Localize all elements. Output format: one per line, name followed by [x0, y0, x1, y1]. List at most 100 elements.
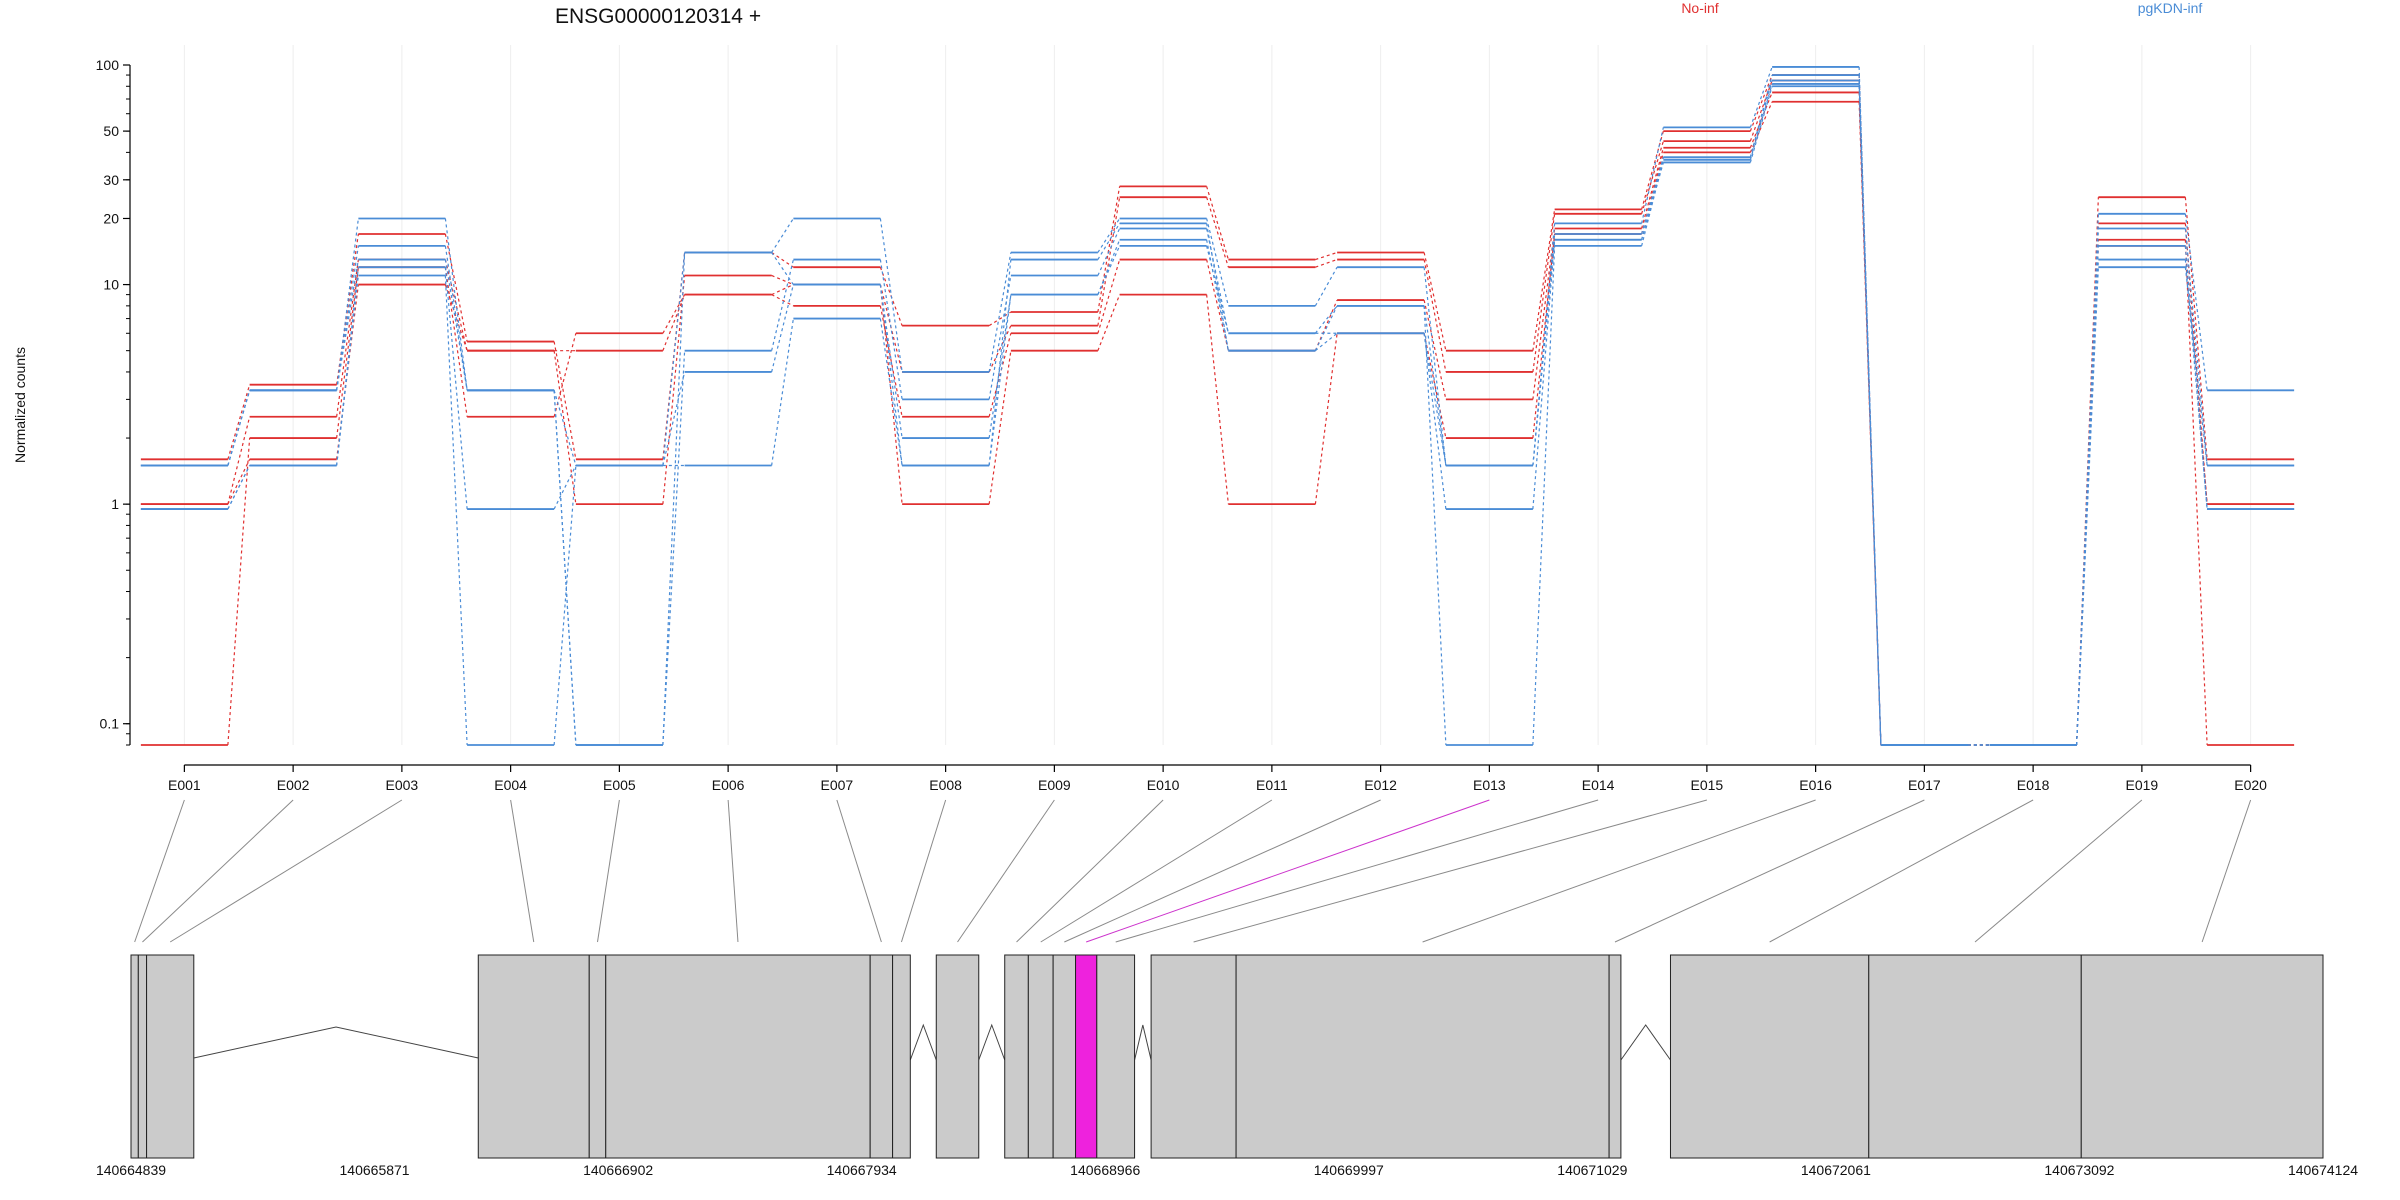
series-connector: [1097, 239, 1121, 295]
series-layer: [140, 66, 2295, 746]
series-connector: [1097, 228, 1121, 276]
connector-e010: [1016, 799, 1164, 943]
series-connector: [1641, 127, 1664, 224]
series-connector: [988, 252, 1012, 373]
series-connector: [1532, 213, 1556, 373]
x-tick-label-e003: E003: [386, 777, 419, 793]
series-connector: [2184, 239, 2208, 746]
exon-block-e014: [1096, 954, 1136, 1159]
connector-e007: [836, 799, 882, 943]
series-connector: [1749, 80, 1773, 142]
series-connector: [662, 252, 686, 466]
intron-line: [193, 1026, 479, 1059]
series-connector: [444, 259, 468, 391]
coordinate-tick-label: 140665871: [340, 1162, 410, 1178]
series-connector: [879, 259, 903, 400]
exon-block-e012: [1052, 954, 1077, 1159]
connector-e008: [900, 799, 947, 943]
series-connector: [1314, 333, 1338, 505]
series-connector: [336, 284, 359, 460]
connector-e001: [134, 799, 185, 943]
connector-e018: [1769, 799, 2034, 943]
exon-block-e013: [1075, 954, 1098, 1159]
series-connector: [662, 294, 686, 351]
connector-e017: [1614, 799, 1925, 943]
x-tick-label-e001: E001: [168, 777, 201, 793]
series-connector: [2076, 197, 2099, 746]
series-connector: [1641, 157, 1664, 240]
series-connector: [1749, 83, 1773, 160]
y-axis-title: Normalized counts: [12, 347, 28, 463]
connector-e013: [1086, 799, 1490, 943]
series-connector: [1532, 239, 1556, 466]
series-connector: [988, 333, 1012, 417]
x-tick-label-e011: E011: [1256, 777, 1288, 793]
series-connector: [1315, 332, 1338, 352]
coordinate-tick-label: 140671029: [1557, 1162, 1627, 1178]
x-tick-label-e010: E010: [1147, 777, 1180, 793]
series-connector: [771, 251, 794, 268]
series-connector: [227, 390, 251, 466]
x-tick-label-e004: E004: [494, 777, 527, 793]
connector-e019: [1974, 799, 2143, 943]
series-connector: [553, 465, 577, 746]
series-connector: [336, 259, 359, 417]
series-no-inf-1: [140, 74, 2295, 746]
coordinate-tick-label: 140666902: [583, 1162, 653, 1178]
series-connector: [336, 218, 359, 391]
series-connector: [879, 284, 903, 505]
y-tick-label: 50: [103, 123, 119, 139]
y-tick-label: 100: [96, 57, 120, 73]
series-connector: [553, 341, 577, 460]
x-tick-label-e009: E009: [1038, 777, 1071, 793]
legend-item-no-inf: No-inf: [1681, 0, 1718, 16]
x-tick-label-e013: E013: [1473, 777, 1506, 793]
exon-block-e019: [1868, 954, 2082, 1159]
series-connector: [988, 294, 1012, 439]
y-axis: 0.1 1 10 20 30 50 100: [96, 57, 131, 746]
series-connector: [336, 275, 359, 466]
series-connector: [444, 218, 468, 391]
x-tick-label-e007: E007: [821, 777, 854, 793]
series-connector: [771, 284, 794, 296]
series-connector: [1097, 218, 1121, 253]
connector-e011: [1040, 799, 1273, 943]
x-tick-label-e015: E015: [1691, 777, 1724, 793]
exon-block-e018: [1669, 954, 1870, 1159]
series-connector: [1423, 252, 1447, 351]
series-connector: [444, 267, 468, 417]
series-connector: [1423, 259, 1447, 373]
series-connector: [1097, 197, 1121, 326]
exon-block-e007: [869, 954, 894, 1159]
series-connector: [879, 305, 903, 417]
series-connector: [1097, 223, 1121, 260]
intron-line: [1134, 1024, 1152, 1061]
series-connector: [553, 350, 577, 505]
series-connector: [662, 294, 686, 334]
series-connector: [336, 267, 359, 439]
gene-model: [130, 954, 2324, 1159]
exon-block-e009: [935, 954, 980, 1159]
exon-connectors: [134, 799, 2252, 943]
series-pgkdn-inf-6: [140, 74, 2295, 746]
y-tick-label: 0.1: [100, 716, 120, 732]
series-connector: [1532, 233, 1556, 439]
series-connector: [1315, 258, 1338, 268]
connector-e003: [169, 799, 403, 943]
connector-e012: [1064, 799, 1381, 943]
y-tick-label: 10: [103, 277, 119, 293]
exon-block-e016: [1235, 954, 1610, 1159]
series-connector: [1314, 305, 1338, 351]
series-connector: [1315, 251, 1338, 261]
series-connector: [1749, 74, 1773, 132]
series-connector: [1532, 228, 1556, 400]
series-connector: [1206, 294, 1229, 505]
series-connector: [988, 259, 1012, 466]
exon-block-e017: [1608, 954, 1622, 1159]
exon-block-e011: [1027, 954, 1054, 1159]
series-connector: [988, 325, 1012, 373]
genomic-coordinate-axis: 140664839 140665871 140666902 140667934 1406…: [96, 1162, 2358, 1178]
series-connector: [1423, 299, 1447, 400]
connector-e020: [2201, 799, 2252, 943]
